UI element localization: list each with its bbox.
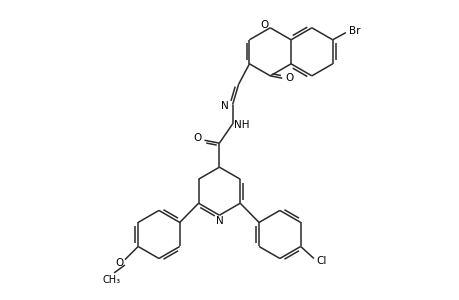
Text: O: O	[259, 20, 268, 30]
Text: N: N	[221, 101, 228, 111]
Text: O: O	[285, 73, 293, 83]
Text: NH: NH	[234, 120, 249, 130]
Text: Cl: Cl	[315, 256, 325, 266]
Text: Br: Br	[348, 26, 359, 36]
Text: O: O	[193, 133, 202, 143]
Text: N: N	[216, 215, 223, 226]
Text: CH₃: CH₃	[102, 274, 120, 285]
Text: O: O	[115, 258, 123, 268]
